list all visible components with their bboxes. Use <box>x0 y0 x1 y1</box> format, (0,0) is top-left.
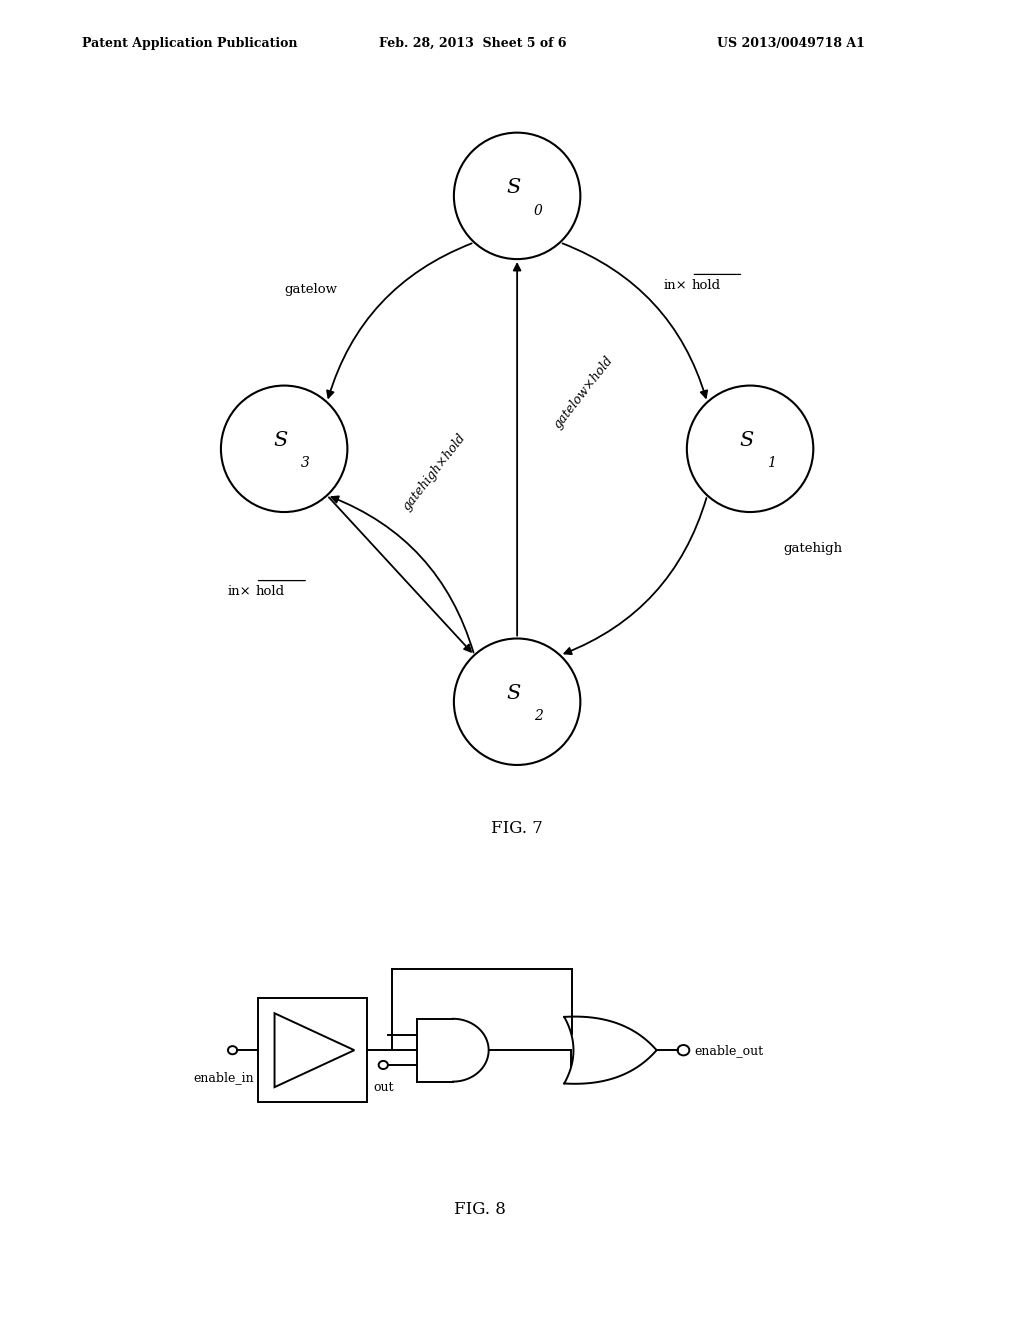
Text: out: out <box>373 1081 393 1094</box>
Text: 3: 3 <box>301 457 310 470</box>
Text: gatehigh×hold: gatehigh×hold <box>400 432 468 513</box>
FancyArrowPatch shape <box>329 498 471 652</box>
Circle shape <box>454 639 581 766</box>
FancyArrowPatch shape <box>564 498 707 655</box>
Text: hold: hold <box>256 585 285 598</box>
FancyArrowPatch shape <box>514 264 520 636</box>
Text: US 2013/0049718 A1: US 2013/0049718 A1 <box>717 37 864 50</box>
Text: in×: in× <box>227 585 251 598</box>
Text: enable_out: enable_out <box>694 1044 764 1057</box>
Text: 2: 2 <box>534 709 543 723</box>
Text: FIG. 8: FIG. 8 <box>455 1201 506 1217</box>
Text: gatehigh: gatehigh <box>783 543 843 556</box>
Text: S: S <box>739 432 754 450</box>
Text: enable_in: enable_in <box>194 1071 255 1084</box>
Circle shape <box>454 132 581 259</box>
Text: 1: 1 <box>767 457 776 470</box>
Text: gatelow×hold: gatelow×hold <box>552 354 615 430</box>
Text: 0: 0 <box>534 203 543 218</box>
Text: FIG. 7: FIG. 7 <box>492 820 543 837</box>
Text: S: S <box>507 178 521 198</box>
Text: Patent Application Publication: Patent Application Publication <box>82 37 297 50</box>
Text: S: S <box>507 684 521 704</box>
FancyArrowPatch shape <box>327 243 472 397</box>
Text: gatelow: gatelow <box>285 282 337 296</box>
FancyArrowPatch shape <box>332 496 473 652</box>
FancyArrowPatch shape <box>562 243 708 397</box>
Text: hold: hold <box>691 280 721 292</box>
Circle shape <box>687 385 813 512</box>
Text: S: S <box>273 432 288 450</box>
Text: Feb. 28, 2013  Sheet 5 of 6: Feb. 28, 2013 Sheet 5 of 6 <box>379 37 566 50</box>
Circle shape <box>221 385 347 512</box>
Text: in×: in× <box>664 280 687 292</box>
